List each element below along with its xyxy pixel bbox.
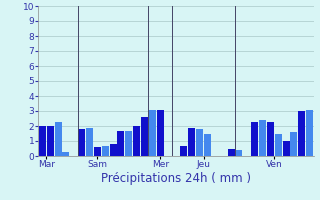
Bar <box>204 134 211 156</box>
Bar <box>149 110 156 156</box>
Bar <box>188 128 195 156</box>
Bar <box>47 126 54 156</box>
Bar <box>228 148 235 156</box>
Bar <box>306 110 313 156</box>
Bar <box>102 146 109 156</box>
Bar <box>157 110 164 156</box>
Bar <box>275 134 282 156</box>
Bar <box>298 111 305 156</box>
Bar <box>39 126 46 156</box>
Bar <box>283 141 290 156</box>
Bar <box>141 117 148 156</box>
Bar <box>125 130 132 156</box>
Bar <box>94 147 101 156</box>
Bar <box>180 146 188 156</box>
Bar <box>117 130 124 156</box>
Bar <box>54 121 61 156</box>
Bar <box>86 128 93 156</box>
Bar <box>251 121 258 156</box>
Bar <box>259 120 266 156</box>
Bar <box>267 121 274 156</box>
Bar <box>78 129 85 156</box>
Bar <box>291 132 298 156</box>
Bar <box>133 126 140 156</box>
Bar <box>236 150 243 156</box>
Bar <box>196 129 203 156</box>
X-axis label: Précipitations 24h ( mm ): Précipitations 24h ( mm ) <box>101 172 251 185</box>
Bar <box>109 144 116 156</box>
Bar <box>62 152 69 156</box>
